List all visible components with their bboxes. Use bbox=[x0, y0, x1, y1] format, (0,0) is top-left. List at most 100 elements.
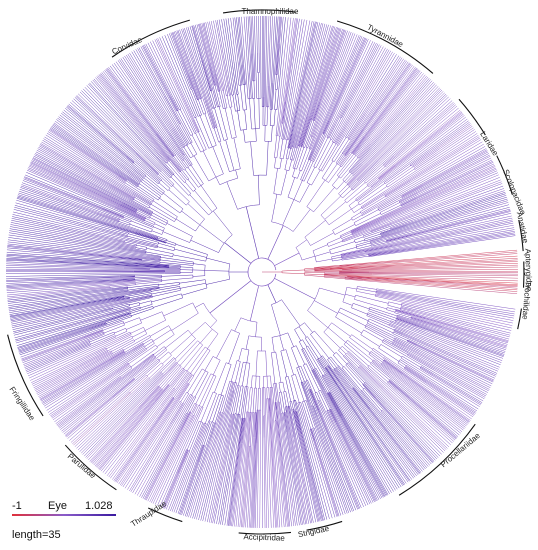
tree-branch bbox=[204, 356, 214, 371]
tree-branch bbox=[408, 338, 496, 379]
tree-branch bbox=[368, 310, 396, 321]
tree-branch bbox=[123, 290, 152, 296]
tree-branch bbox=[323, 414, 364, 508]
tree-branch bbox=[247, 387, 251, 413]
tree-branch-arc bbox=[343, 340, 348, 345]
tree-branch bbox=[122, 278, 135, 280]
tree-branch bbox=[419, 369, 480, 407]
tree-branch bbox=[304, 400, 314, 429]
tree-branch bbox=[166, 137, 184, 161]
tree-branch bbox=[311, 108, 316, 120]
tree-branch bbox=[130, 257, 161, 262]
tree-branch bbox=[180, 171, 188, 181]
tree-branch bbox=[407, 340, 418, 346]
tree-branch bbox=[340, 48, 388, 133]
tree-branch bbox=[154, 147, 168, 163]
tree-branch-arc bbox=[152, 306, 154, 309]
tree-branch bbox=[280, 170, 288, 196]
tree-branch bbox=[385, 403, 438, 460]
tree-branch bbox=[428, 326, 506, 352]
tree-branch bbox=[107, 337, 133, 352]
tree-branch bbox=[230, 360, 238, 382]
tree-branch-arc bbox=[308, 148, 312, 150]
tree-branch bbox=[376, 107, 459, 177]
tree-branch bbox=[328, 240, 343, 247]
tree-branch bbox=[220, 364, 232, 396]
tree-branch bbox=[381, 233, 390, 237]
tree-branch bbox=[294, 437, 313, 524]
tree-branch bbox=[328, 208, 352, 226]
tree-branch bbox=[324, 275, 345, 278]
tree-branch bbox=[172, 369, 187, 388]
tree-branch bbox=[104, 336, 117, 343]
tree-branch bbox=[20, 185, 97, 214]
tree-branch bbox=[277, 438, 287, 527]
tree-branch bbox=[276, 410, 291, 527]
tree-branch bbox=[320, 446, 344, 515]
tree-branch bbox=[106, 335, 133, 349]
tree-branch bbox=[38, 146, 109, 187]
tree-branch bbox=[189, 106, 195, 118]
tree-branch bbox=[341, 251, 365, 257]
tree-branch bbox=[252, 16, 255, 54]
tree-branch bbox=[46, 132, 116, 178]
tree-branch bbox=[339, 255, 518, 268]
tree-branch bbox=[297, 430, 319, 522]
tree-branch bbox=[390, 378, 460, 436]
tree-branch bbox=[265, 415, 269, 528]
tree-branch bbox=[242, 386, 247, 419]
tree-branch bbox=[400, 196, 417, 205]
tree-branch bbox=[401, 184, 423, 197]
tree-branch bbox=[409, 120, 469, 165]
tree-branch bbox=[131, 163, 147, 176]
tree-branch bbox=[233, 432, 245, 527]
tree-branch bbox=[400, 105, 458, 155]
tree-branch bbox=[270, 387, 274, 421]
tree-branch bbox=[268, 413, 275, 528]
tree-branch bbox=[356, 189, 374, 202]
tree-branch bbox=[273, 383, 276, 403]
tree-branch bbox=[341, 228, 371, 241]
tree-branch bbox=[140, 162, 162, 181]
tree-branch bbox=[165, 242, 176, 246]
tree-branch bbox=[323, 368, 400, 489]
tree-branch bbox=[338, 381, 409, 483]
tree-branch bbox=[378, 196, 403, 210]
tree-branch bbox=[352, 136, 366, 154]
tree-branch bbox=[334, 368, 340, 376]
tree-branch bbox=[318, 447, 342, 516]
tree-branch-arc bbox=[310, 330, 315, 335]
tree-branch bbox=[364, 233, 381, 240]
tree-branch bbox=[123, 317, 140, 324]
tree-branch bbox=[278, 17, 292, 126]
tree-branch bbox=[346, 43, 379, 106]
tree-branch bbox=[231, 62, 237, 95]
tree-branch bbox=[355, 136, 371, 156]
tree-branch-arc bbox=[193, 189, 197, 192]
tree-branch bbox=[402, 153, 490, 199]
tree-branch bbox=[181, 170, 189, 179]
tree-branch bbox=[215, 176, 220, 185]
tree-branch bbox=[386, 141, 483, 199]
tree-branch bbox=[316, 258, 333, 263]
tree-branch bbox=[226, 181, 238, 210]
tree-branch bbox=[329, 364, 413, 480]
tree-branch bbox=[183, 147, 191, 159]
tree-branch bbox=[338, 155, 346, 165]
tree-branch bbox=[408, 374, 472, 420]
tree-branch bbox=[218, 19, 231, 83]
tree-branch bbox=[425, 318, 509, 344]
tree-branch-arc bbox=[366, 318, 370, 324]
tree-branch bbox=[370, 179, 501, 231]
tree-branch bbox=[176, 395, 194, 425]
tree-branch bbox=[300, 434, 322, 522]
tree-branch bbox=[337, 153, 354, 176]
tree-branch bbox=[283, 139, 288, 159]
tree-branch bbox=[102, 208, 124, 218]
tree-branch bbox=[242, 64, 245, 85]
tree-branch bbox=[317, 34, 358, 133]
tree-branch bbox=[307, 336, 322, 357]
tree-branch bbox=[305, 426, 333, 519]
tree-branch bbox=[135, 152, 159, 175]
tree-branch bbox=[31, 160, 121, 204]
